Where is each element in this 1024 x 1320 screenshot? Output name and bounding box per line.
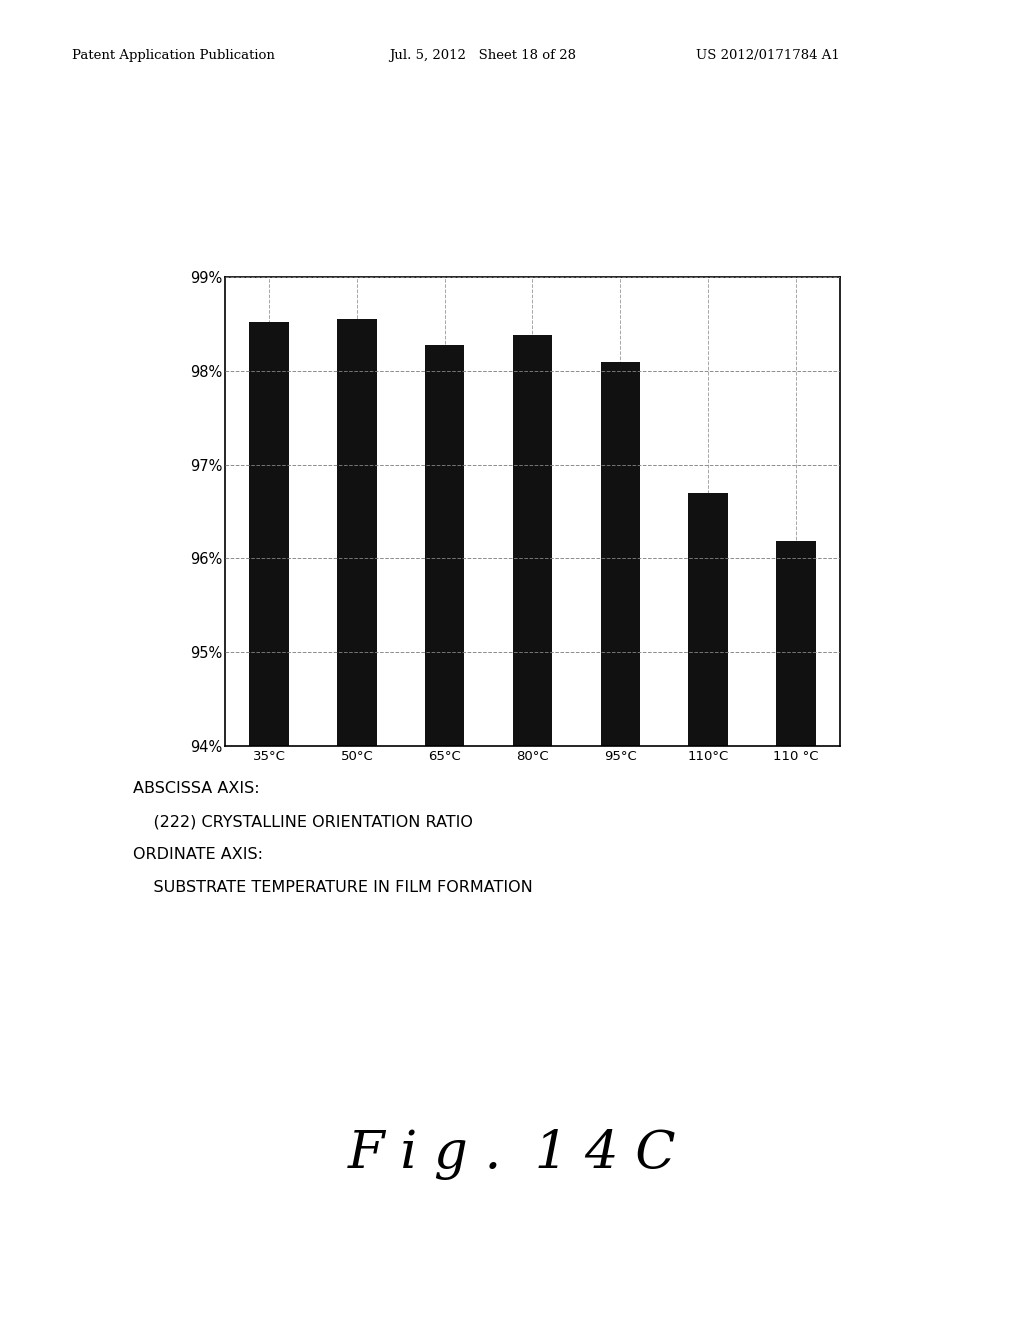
Text: ABSCISSA AXIS:: ABSCISSA AXIS: — [133, 781, 260, 796]
Text: (222) CRYSTALLINE ORIENTATION RATIO: (222) CRYSTALLINE ORIENTATION RATIO — [133, 814, 473, 829]
Text: Jul. 5, 2012   Sheet 18 of 28: Jul. 5, 2012 Sheet 18 of 28 — [389, 49, 577, 62]
Bar — [425, 345, 465, 1320]
Text: F i g .  1 4 C: F i g . 1 4 C — [348, 1130, 676, 1180]
Bar — [776, 541, 815, 1320]
Bar — [513, 335, 552, 1320]
Text: ORDINATE AXIS:: ORDINATE AXIS: — [133, 847, 263, 862]
Text: Patent Application Publication: Patent Application Publication — [72, 49, 274, 62]
Text: US 2012/0171784 A1: US 2012/0171784 A1 — [696, 49, 840, 62]
Bar — [250, 322, 289, 1320]
Text: SUBSTRATE TEMPERATURE IN FILM FORMATION: SUBSTRATE TEMPERATURE IN FILM FORMATION — [133, 880, 532, 895]
Bar — [688, 492, 728, 1320]
Bar — [600, 362, 640, 1320]
Bar — [337, 319, 377, 1320]
